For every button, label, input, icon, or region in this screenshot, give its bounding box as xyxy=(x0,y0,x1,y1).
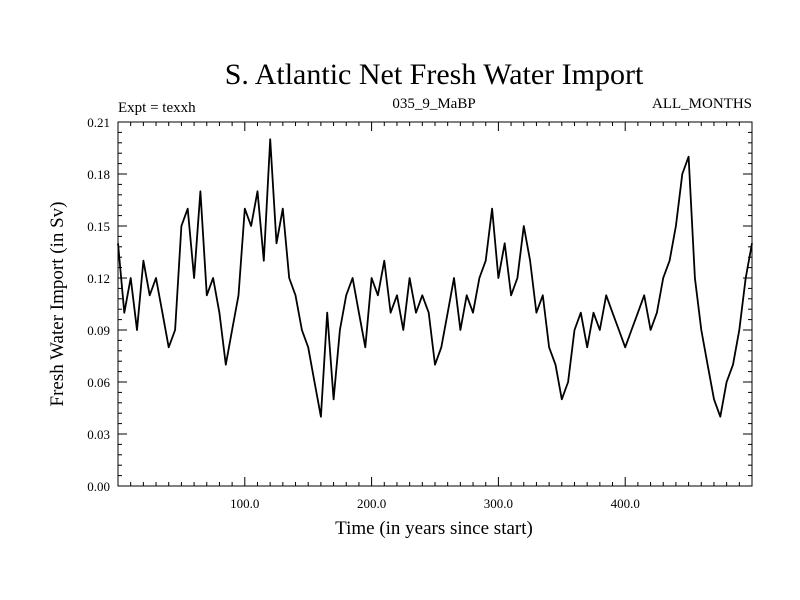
y-tick-label: 0.21 xyxy=(87,115,110,130)
y-tick-label: 0.12 xyxy=(87,271,110,286)
y-tick-label: 0.00 xyxy=(87,479,110,494)
plot-frame xyxy=(117,121,753,487)
x-axis-label: Time (in years since start) xyxy=(335,518,533,539)
y-tick-label: 0.06 xyxy=(87,375,110,390)
run-label: 035_9_MaBP xyxy=(392,96,475,112)
x-tick-label: 300.0 xyxy=(484,496,513,511)
x-tick-label: 200.0 xyxy=(357,496,386,511)
x-tick-label: 100.0 xyxy=(230,496,259,511)
y-tick-label: 0.09 xyxy=(87,323,110,338)
plot-area: 100.0 200.0 300.0 400.0 0.00 0.03 0.06 0.09 0.12… xyxy=(87,115,753,511)
y-tick-label: 0.03 xyxy=(87,427,110,442)
experiment-label: Expt = texxh xyxy=(118,100,196,116)
y-tick-label: 0.15 xyxy=(87,219,110,234)
y-tick-label: 0.18 xyxy=(87,167,110,182)
months-label: ALL_MONTHS xyxy=(652,96,752,112)
series-line-0 xyxy=(117,138,753,418)
x-tick-label: 400.0 xyxy=(611,496,640,511)
y-axis-label: Fresh Water Import (in Sv) xyxy=(47,202,68,407)
chart-title: S. Atlantic Net Fresh Water Import xyxy=(225,58,644,91)
